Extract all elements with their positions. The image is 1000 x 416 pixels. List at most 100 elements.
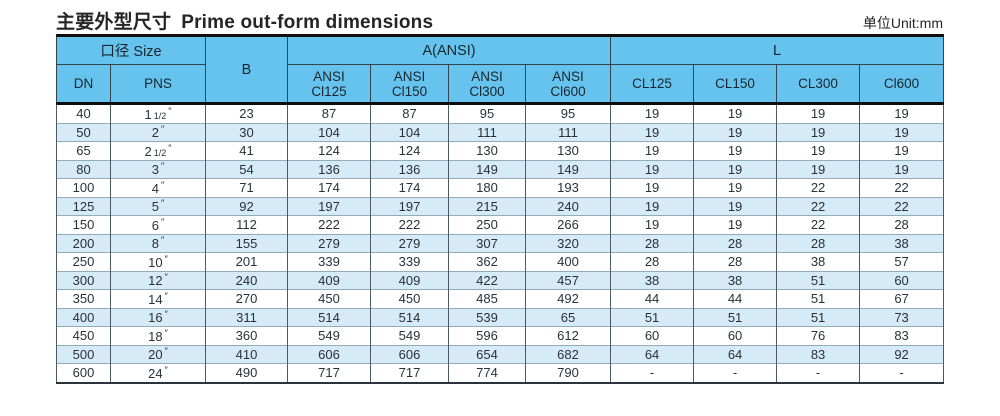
cell-b: 112 (205, 215, 288, 234)
table-row: 500 20 ″ 410 606 606 654 682 64 64 83 92 (56, 344, 945, 364)
table-row: 100 4 ″ 71 174 174 180 193 19 19 22 22 (56, 178, 945, 197)
table-row: 40 1 1/2 ″ 23 87 87 95 95 19 19 19 19 (56, 103, 945, 123)
cell-l-2: 22 (776, 215, 861, 234)
header-size-group: 口径 Size (56, 35, 206, 65)
cell-l-3: 92 (859, 344, 945, 364)
cell-l-1: 19 (693, 141, 778, 160)
cell-a-2: 215 (448, 196, 526, 216)
header-ansi-cl600-line1: ANSI (552, 68, 584, 84)
cell-a-0: 222 (287, 215, 371, 234)
cell-dn: 200 (56, 233, 111, 253)
cell-l-0: 64 (610, 344, 695, 364)
cell-l-0: 60 (610, 326, 695, 345)
cell-dn: 350 (56, 289, 111, 308)
cell-l-3: 19 (859, 122, 945, 142)
header-group-row: 口径 Size B A(ANSI) L (56, 35, 945, 105)
cell-b: 410 (205, 344, 288, 364)
cell-a-0: 197 (287, 196, 371, 216)
header-ansi-cl300-line2: Cl300 (469, 83, 505, 99)
cell-a-2: 149 (448, 159, 526, 179)
cell-a-0: 549 (287, 326, 371, 345)
cell-l-2: 38 (776, 252, 861, 271)
header-ansi-cl125-line2: Cl125 (311, 83, 347, 99)
header-ansi-cl300: ANSI Cl300 (448, 64, 526, 105)
cell-b: 41 (205, 141, 288, 160)
cell-dn: 450 (56, 326, 111, 345)
cell-a-3: 400 (524, 252, 612, 271)
cell-dn: 125 (56, 196, 111, 216)
table-row: 150 6 ″ 112 222 222 250 266 19 19 22 28 (56, 215, 945, 234)
inch-mark: ″ (161, 161, 165, 172)
table-row: 300 12 ″ 240 409 409 422 457 38 38 51 60 (56, 270, 945, 290)
cell-a-2: 362 (448, 252, 526, 271)
cell-a-3: 65 (524, 307, 612, 327)
cell-l-2: 76 (776, 326, 861, 345)
cell-a-1: 606 (370, 344, 449, 364)
header-ansi-cl150: ANSI Cl150 (370, 64, 449, 105)
cell-l-3: 28 (859, 215, 945, 234)
cell-pns: 3 ″ (110, 159, 206, 179)
cell-l-1: 19 (693, 159, 778, 179)
cell-a-1: 197 (370, 196, 449, 216)
inch-mark: ″ (164, 309, 168, 320)
cell-a-0: 174 (287, 178, 371, 197)
cell-a-0: 717 (287, 363, 371, 383)
cell-dn: 400 (56, 307, 111, 327)
table-row: 200 8 ″ 155 279 279 307 320 28 28 28 38 (56, 233, 945, 253)
cell-a-2: 111 (448, 122, 526, 142)
cell-b: 360 (205, 326, 288, 345)
cell-dn: 80 (56, 159, 111, 179)
cell-a-3: 240 (524, 196, 612, 216)
cell-pns: 2 1/2 ″ (110, 141, 206, 160)
cell-pns: 4 ″ (110, 178, 206, 197)
cell-l-0: 28 (610, 233, 695, 253)
cell-a-0: 450 (287, 289, 371, 308)
cell-b: 71 (205, 178, 288, 197)
page: 主要外型尺寸 Prime out-form dimensions 单位Unit:m… (56, 12, 945, 384)
table-row: 600 24 ″ 490 717 717 774 790- - - - (56, 363, 945, 383)
inch-mark: ″ (164, 346, 168, 357)
cell-a-0: 514 (287, 307, 371, 327)
unit-label: 单位Unit:mm (862, 15, 943, 31)
cell-a-1: 222 (370, 215, 449, 234)
cell-l-0: 19 (610, 178, 695, 197)
header-a-group: A(ANSI) (286, 35, 612, 65)
cell-l-1: 28 (693, 252, 778, 271)
inch-mark: ″ (161, 216, 165, 227)
inch-mark: ″ (168, 105, 172, 116)
cell-a-0: 87 (287, 103, 371, 123)
cell-l-1: 60 (693, 326, 778, 345)
cell-pns: 10 ″ (110, 252, 206, 271)
cell-l-0: 51 (610, 307, 695, 327)
cell-a-1: 136 (370, 159, 449, 179)
cell-a-0: 606 (287, 344, 371, 364)
cell-b: 92 (205, 196, 288, 216)
cell-l-2: 22 (776, 178, 861, 197)
cell-dn: 600 (56, 363, 111, 383)
cell-a-3: 320 (524, 233, 612, 253)
cell-a-3: 492 (524, 289, 612, 308)
cell-a-3: 149 (524, 159, 612, 179)
cell-dn: 50 (56, 122, 111, 142)
cell-a-1: 339 (370, 252, 449, 271)
cell-l-1: 19 (693, 196, 778, 216)
cell-a-0: 409 (287, 270, 371, 290)
cell-a-2: 596 (448, 326, 526, 345)
inch-mark: ″ (164, 364, 168, 375)
dimensions-table: 口径 Size B A(ANSI) L DN PNS ANSI Cl125 ANS… (56, 34, 945, 384)
cell-l-1: 19 (693, 178, 778, 197)
cell-l-3: 22 (859, 178, 945, 197)
cell-l-2: 19 (776, 103, 861, 123)
cell-pns: 8 ″ (110, 233, 206, 253)
table-row: 50 2 ″ 30 104 104 111 111 19 19 19 19 (56, 122, 945, 142)
cell-a-0: 136 (287, 159, 371, 179)
cell-dn: 100 (56, 178, 111, 197)
cell-l-1: 51 (693, 307, 778, 327)
cell-dn: 150 (56, 215, 111, 234)
cell-a-2: 130 (448, 141, 526, 160)
table-row: 350 14 ″ 270 450 450 485 492 44 44 51 67 (56, 289, 945, 308)
table-row: 400 16 ″ 311 514 514 539 65 51 51 51 73 (56, 307, 945, 327)
cell-a-2: 422 (448, 270, 526, 290)
cell-a-2: 539 (448, 307, 526, 327)
cell-b: 270 (205, 289, 288, 308)
